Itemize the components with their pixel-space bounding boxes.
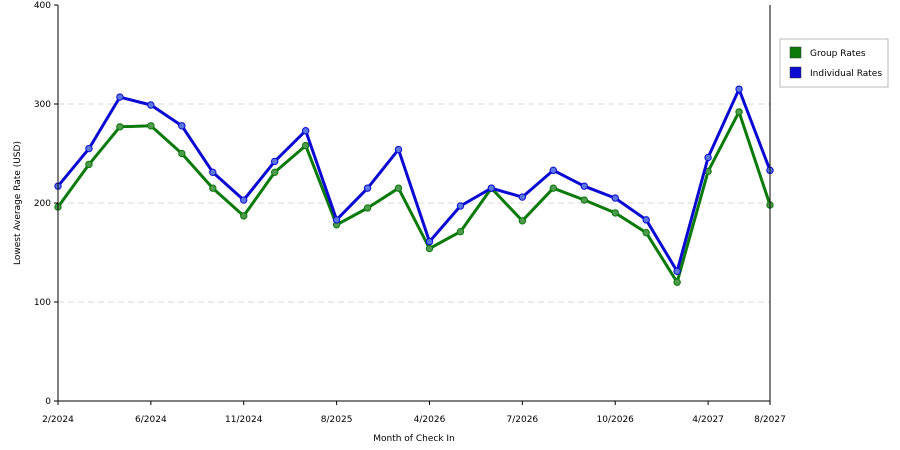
gridlines: [58, 103, 770, 303]
data-point: [147, 122, 155, 130]
data-point: [240, 196, 248, 204]
data-point: [549, 184, 558, 192]
data-point: [735, 85, 743, 93]
data-point: [425, 244, 434, 253]
x-tick-label: 6/2024: [135, 415, 167, 425]
x-tick-label: 8/2027: [754, 415, 786, 425]
data-point: [673, 278, 681, 286]
data-point: [116, 93, 124, 101]
legend-swatch: [789, 66, 802, 79]
x-tick-label: 11/2024: [225, 415, 263, 425]
data-point: [178, 149, 186, 158]
data-point: [116, 123, 124, 131]
legend-box: [779, 38, 889, 88]
y-axis-title: Lowest Average Rate (USD): [13, 141, 23, 265]
x-tick-label: 2/2024: [42, 415, 74, 425]
y-tick-label: 300: [34, 100, 51, 110]
y-tick-label: 0: [45, 397, 51, 407]
data-point: [178, 122, 186, 130]
data-point: [240, 212, 248, 220]
data-point: [518, 193, 527, 201]
y-tick-label: 100: [34, 298, 51, 308]
x-tick-label: 8/2025: [321, 415, 353, 425]
data-point: [270, 168, 279, 177]
data-point: [456, 228, 465, 236]
data-point: [549, 166, 558, 175]
y-tick-label: 400: [34, 1, 51, 11]
data-point: [704, 153, 712, 162]
data-point: [642, 229, 650, 237]
data-point: [673, 267, 681, 276]
data-point: [363, 204, 372, 212]
data-point: [301, 127, 310, 135]
data-point: [611, 194, 619, 202]
data-point: [85, 160, 93, 169]
x-tick-label: 10/2026: [597, 415, 635, 425]
legend: Group Rates Individual Rates: [779, 38, 889, 88]
x-axis-ticks: 2/2024 6/2024 11/2024 8/2025 4/2026 7/2026 10/…: [42, 401, 786, 425]
data-point: [394, 184, 403, 192]
data-point: [580, 182, 588, 190]
data-point: [301, 141, 310, 150]
data-point: [611, 209, 619, 217]
series-line: [56, 110, 772, 284]
data-point: [363, 184, 372, 192]
x-tick-label: 7/2026: [507, 415, 539, 425]
data-point: [642, 216, 650, 224]
data-point: [209, 168, 217, 177]
legend-swatch: [789, 46, 802, 59]
series-group-rates: [54, 108, 774, 286]
data-point: [580, 196, 588, 204]
data-point: [735, 108, 743, 116]
data-point: [147, 101, 155, 109]
data-point: [332, 216, 341, 224]
data-point: [456, 202, 465, 210]
data-point: [270, 157, 279, 166]
x-tick-label: 4/2027: [692, 415, 724, 425]
data-point: [487, 184, 496, 192]
series-individual-rates: [54, 85, 774, 276]
series-line: [56, 87, 772, 273]
data-point: [85, 144, 93, 153]
data-point: [209, 184, 217, 192]
legend-label: Group Rates: [810, 49, 866, 59]
x-tick-label: 4/2026: [414, 415, 446, 425]
y-axis-ticks: 0 100 200 300 400: [34, 1, 58, 407]
data-point: [518, 217, 527, 225]
data-point: [425, 237, 434, 246]
series: [54, 85, 774, 286]
data-point: [394, 145, 403, 154]
legend-label: Individual Rates: [810, 69, 882, 79]
y-tick-label: 200: [34, 199, 51, 209]
x-axis-title: Month of Check In: [373, 434, 455, 444]
